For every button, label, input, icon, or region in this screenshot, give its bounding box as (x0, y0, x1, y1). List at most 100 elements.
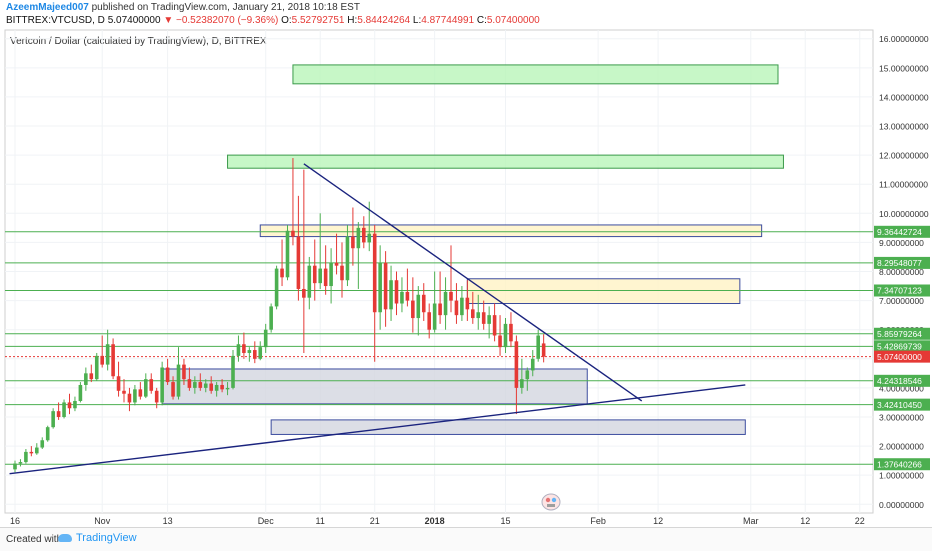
last-price: 5.07400000 (107, 15, 161, 26)
candle-body (432, 303, 437, 330)
ohlc-line: BITTREX:VTCUSD, D 5.07400000 ▼ −0.523820… (6, 15, 540, 26)
candle-body (56, 411, 61, 417)
candle-body (45, 427, 50, 441)
x-tick-label: 13 (163, 516, 173, 526)
candle-body (296, 236, 301, 289)
open-value: 5.52792751 (291, 15, 345, 26)
candle-body (149, 379, 154, 391)
candle-body (471, 309, 475, 319)
candle-body (421, 294, 426, 313)
zone-yellow (466, 278, 741, 305)
y-tick-label: 3.00000000 (879, 412, 924, 422)
candle-body (247, 350, 252, 353)
candle-body (263, 329, 268, 348)
candle-body (35, 447, 39, 454)
candle-body (133, 389, 137, 403)
price-level-label: 5.42869739 (877, 342, 922, 352)
y-tick-label: 14.00000000 (879, 92, 929, 102)
zone-green (227, 154, 784, 169)
close-label: C: (476, 15, 487, 26)
publish-line: AzeemMajeed007 published on TradingView.… (6, 2, 360, 13)
x-tick-label: 11 (316, 516, 325, 526)
candle-body (530, 358, 535, 371)
candle-body (280, 268, 284, 278)
candle-body (154, 390, 159, 403)
y-tick-label: 10.00000000 (879, 209, 929, 219)
candle-body (138, 389, 143, 397)
candle-body (144, 379, 148, 397)
trendline (9, 384, 746, 475)
candle-body (13, 463, 17, 470)
candle-body (383, 262, 388, 310)
author-link[interactable]: AzeemMajeed007 (6, 2, 89, 13)
candle-body (225, 387, 230, 390)
x-tick-label: Dec (258, 516, 275, 526)
candle-body (416, 294, 421, 319)
candle-body (291, 230, 295, 237)
footer: Created with TradingView (0, 527, 932, 551)
candle-body (78, 384, 83, 401)
x-tick-label: 22 (855, 516, 865, 526)
candle-body (411, 300, 415, 319)
candle-body (171, 382, 175, 397)
candle-body (100, 355, 104, 365)
price-level-tag (874, 374, 930, 387)
candle-body (438, 303, 442, 316)
x-tick-label: Nov (94, 516, 111, 526)
y-tick-label: 0.00000000 (879, 500, 924, 510)
candle-body (24, 451, 28, 463)
y-tick-label: 8.00000000 (879, 267, 924, 277)
chart-title: Vertcoin / Dollar (calculated by Trading… (10, 36, 267, 47)
y-tick-label: 13.00000000 (879, 122, 929, 132)
candle-body (73, 400, 77, 409)
zone-gray (270, 419, 746, 435)
replay-badge-icon (541, 493, 561, 511)
candle-body (323, 268, 328, 287)
candle-body (405, 291, 410, 301)
price-level-label: 5.85979264 (877, 329, 922, 339)
low-label: L: (412, 15, 422, 26)
price-level-label: 1.37640266 (877, 459, 922, 469)
x-tick-label: 16 (10, 516, 20, 526)
candle-body (389, 280, 393, 310)
zone-yellow (259, 224, 763, 238)
candle-body (160, 367, 164, 403)
y-tick-label: 9.00000000 (879, 238, 924, 248)
candle-body (492, 315, 497, 336)
candle-body (258, 347, 263, 359)
candle-body (84, 373, 88, 385)
x-tick-label: Feb (590, 516, 606, 526)
price-level-tag (874, 225, 930, 238)
published-text: published on TradingView.com, January 21… (91, 2, 360, 13)
candle-body (340, 265, 344, 281)
price-chart[interactable]: Vertcoin / Dollar (calculated by Trading… (0, 28, 932, 527)
y-tick-label: 2.00000000 (879, 442, 924, 452)
candle-body (312, 265, 317, 284)
price-level-tag (874, 256, 930, 269)
candle-body (356, 227, 361, 249)
tradingview-logo[interactable]: TradingView (58, 532, 137, 544)
candle-body (541, 343, 546, 357)
candle-body (536, 335, 540, 359)
candle-body (362, 227, 366, 243)
y-tick-label: 1.00000000 (879, 471, 924, 481)
open-label: O: (281, 15, 292, 26)
candle-body (182, 364, 186, 380)
x-tick-label: Mar (743, 516, 759, 526)
candle-body (372, 233, 377, 313)
candle-body (345, 236, 350, 281)
candle-body (454, 300, 459, 316)
high-value: 5.84424264 (357, 15, 411, 26)
x-tick-label: 15 (500, 516, 510, 526)
tradingview-brand-text: TradingView (76, 532, 137, 544)
price-level-label: 8.29548077 (877, 258, 922, 268)
low-value: 4.87744991 (421, 15, 475, 26)
candle-body (209, 383, 213, 391)
candle-body (116, 376, 121, 391)
candle-body (525, 370, 530, 380)
price-level-tag (874, 327, 930, 340)
candle-body (400, 291, 404, 304)
candle-body (334, 262, 339, 266)
candle-body (427, 312, 431, 330)
trendline (303, 163, 643, 402)
